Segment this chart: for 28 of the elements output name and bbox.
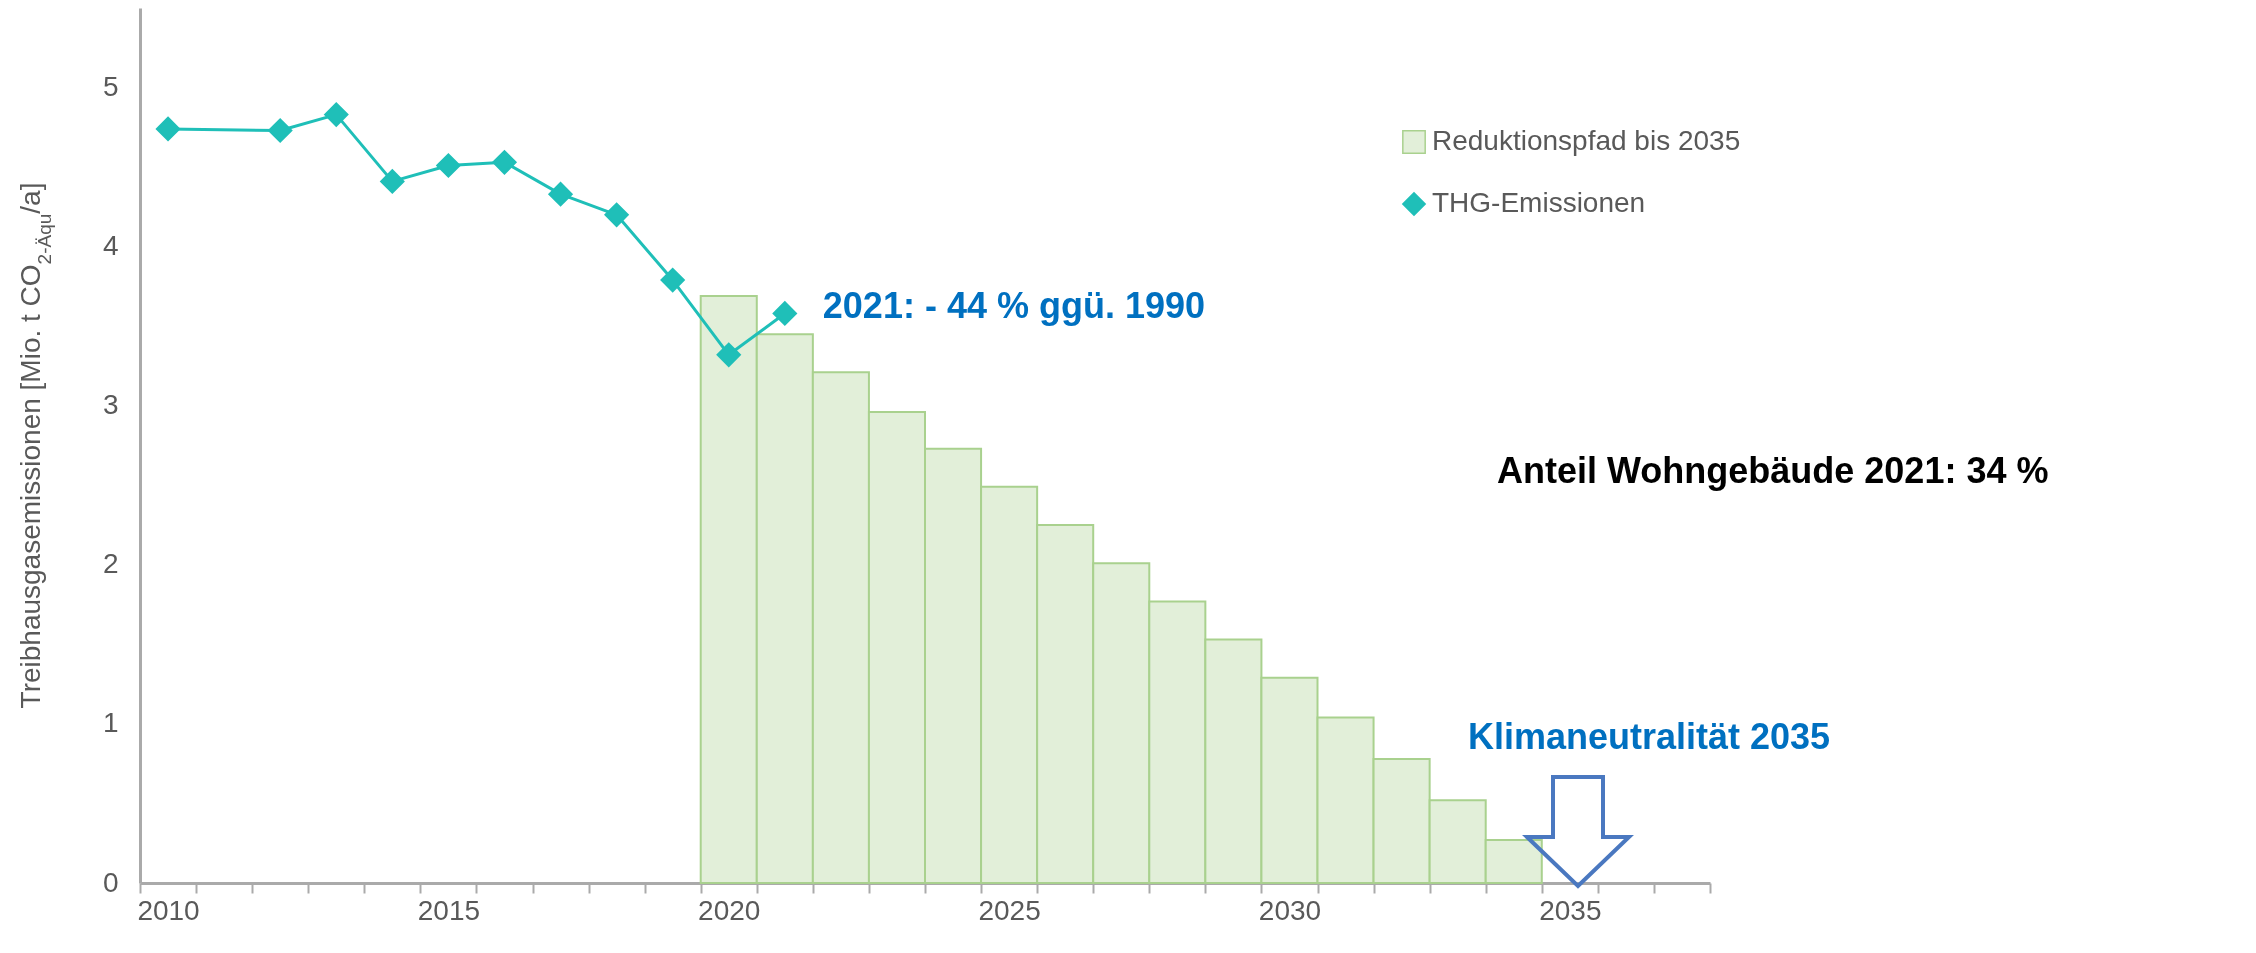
point bbox=[268, 118, 293, 143]
annotation: Anteil Wohngebäude 2021: 34 % bbox=[1497, 450, 2049, 491]
x-tick-label: 2015 bbox=[417, 894, 481, 926]
point bbox=[436, 153, 461, 178]
y-tick-label: 0 bbox=[102, 866, 119, 898]
point bbox=[660, 267, 685, 293]
legend-label: THG-Emissionen bbox=[1432, 187, 1646, 218]
y-tick-label: 3 bbox=[102, 389, 119, 421]
x-tick-label: 2030 bbox=[1258, 894, 1322, 926]
legend-label: Reduktionspfad bis 2035 bbox=[1432, 125, 1741, 156]
x-tick-label: 2025 bbox=[978, 894, 1041, 926]
y-tick-label: 1 bbox=[102, 707, 119, 739]
x-tick-label: 2010 bbox=[137, 894, 200, 926]
point bbox=[324, 102, 349, 127]
point bbox=[548, 181, 573, 207]
point bbox=[155, 116, 181, 142]
x-tick-label: 2020 bbox=[698, 894, 761, 926]
point bbox=[380, 169, 405, 194]
annotation: Klimaneutralität 2035 bbox=[1468, 716, 1831, 757]
y-tick-label: 4 bbox=[102, 230, 119, 262]
point bbox=[772, 301, 797, 326]
y-tick-label: 2 bbox=[102, 548, 119, 580]
point bbox=[604, 202, 629, 227]
x-tick-label: 2035 bbox=[1539, 894, 1602, 926]
y-tick-label: 5 bbox=[102, 71, 119, 103]
point bbox=[492, 150, 517, 175]
point bbox=[716, 342, 741, 367]
annotation: 2021: - 44 % ggü. 1990 bbox=[822, 285, 1206, 327]
